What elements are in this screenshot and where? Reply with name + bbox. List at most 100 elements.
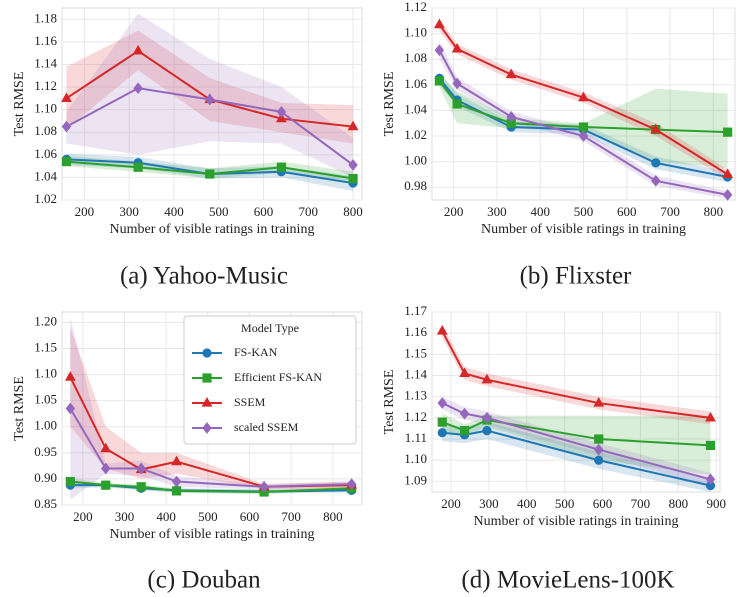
marker	[202, 422, 212, 434]
caption: (c) Douban	[147, 567, 261, 594]
y-tick-label: 1.13	[404, 388, 427, 403]
x-tick-label: 700	[660, 204, 680, 219]
series-line	[438, 49, 728, 196]
marker	[594, 455, 604, 465]
y-tick-label: 1.14	[34, 55, 57, 70]
marker	[348, 173, 358, 184]
y-tick-label: 1.18	[34, 10, 57, 25]
marker	[437, 417, 447, 427]
marker	[133, 82, 143, 95]
marker	[578, 122, 589, 132]
marker	[64, 371, 76, 381]
y-tick-label: 1.08	[34, 123, 57, 138]
marker	[136, 462, 146, 475]
confidence-band	[439, 74, 728, 168]
marker	[481, 373, 493, 384]
marker	[65, 402, 76, 415]
marker	[61, 92, 72, 102]
marker	[171, 455, 182, 466]
x-axis-label: Number of visible ratings in training	[481, 222, 686, 237]
confidence-band	[442, 413, 711, 476]
y-tick-label: 1.06	[404, 76, 427, 91]
marker	[436, 325, 448, 335]
x-tick-label: 800	[343, 204, 363, 219]
x-tick-label: 300	[115, 509, 135, 524]
caption: (d) MovieLens-100K	[461, 567, 674, 594]
marker	[434, 44, 445, 57]
x-tick-label: 600	[593, 496, 613, 511]
marker	[202, 348, 212, 358]
series-line	[69, 407, 352, 488]
y-tick-label: 1.10	[34, 101, 57, 116]
y-tick-label: 1.04	[34, 168, 57, 183]
y-tick-label: 1.12	[404, 0, 427, 14]
marker	[276, 106, 287, 118]
marker	[452, 99, 462, 109]
marker	[722, 189, 733, 201]
y-tick-label: 0.85	[34, 496, 57, 511]
x-tick-label: 200	[441, 496, 461, 511]
marker	[171, 475, 182, 488]
marker	[459, 407, 470, 420]
x-tick-label: 300	[487, 204, 507, 219]
marker	[651, 174, 661, 187]
legend-title: Model Type	[241, 321, 299, 335]
marker	[101, 480, 111, 490]
marker	[722, 168, 734, 179]
x-tick-label: 300	[119, 204, 139, 219]
marker	[594, 434, 604, 444]
marker	[201, 396, 213, 407]
marker	[705, 473, 716, 486]
marker	[61, 156, 72, 167]
y-tick-label: 1.15	[404, 345, 427, 360]
confidence-band	[70, 477, 352, 495]
marker	[259, 480, 269, 493]
y-tick-label: 1.10	[34, 366, 57, 381]
x-tick-label: 800	[323, 509, 343, 524]
y-tick-label: 1.15	[34, 339, 57, 354]
marker	[347, 120, 359, 131]
marker	[705, 411, 716, 422]
confidence-band	[442, 396, 711, 486]
y-tick-label: 1.17	[404, 303, 427, 318]
legend-label: scaled SSEM	[234, 420, 299, 434]
x-tick-label: 400	[530, 204, 550, 219]
legend-box	[183, 315, 357, 445]
marker	[451, 42, 463, 53]
marker	[705, 440, 716, 451]
marker	[132, 44, 144, 55]
y-tick-label: 1.11	[405, 430, 427, 445]
y-axis-label: Test RMSE	[12, 376, 27, 441]
y-tick-label: 1.02	[404, 127, 427, 142]
y-tick-label: 1.02	[34, 191, 57, 206]
y-tick-label: 1.12	[404, 409, 427, 424]
marker	[452, 77, 462, 90]
series-line	[438, 24, 729, 176]
x-tick-label: 600	[254, 204, 274, 219]
marker	[578, 91, 589, 102]
x-tick-label: 200	[73, 509, 93, 524]
marker	[348, 159, 358, 171]
x-tick-label: 700	[281, 509, 301, 524]
marker	[459, 367, 470, 378]
marker	[276, 162, 287, 172]
y-tick-label: 1.14	[404, 367, 427, 382]
y-tick-label: 1.08	[404, 50, 427, 65]
x-tick-label: 600	[240, 509, 260, 524]
marker	[434, 76, 444, 86]
x-tick-label: 500	[198, 509, 218, 524]
x-tick-label: 500	[555, 496, 575, 511]
y-tick-label: 0.95	[34, 444, 57, 459]
marker	[205, 93, 215, 106]
x-tick-label: 200	[75, 204, 95, 219]
marker	[482, 425, 492, 436]
plot-area	[61, 7, 363, 201]
confidence-band	[442, 422, 711, 492]
marker	[61, 120, 72, 133]
marker	[100, 442, 112, 453]
y-tick-label: 1.00	[404, 153, 427, 168]
x-tick-label: 800	[704, 204, 724, 219]
marker	[136, 482, 146, 492]
marker	[346, 478, 357, 490]
